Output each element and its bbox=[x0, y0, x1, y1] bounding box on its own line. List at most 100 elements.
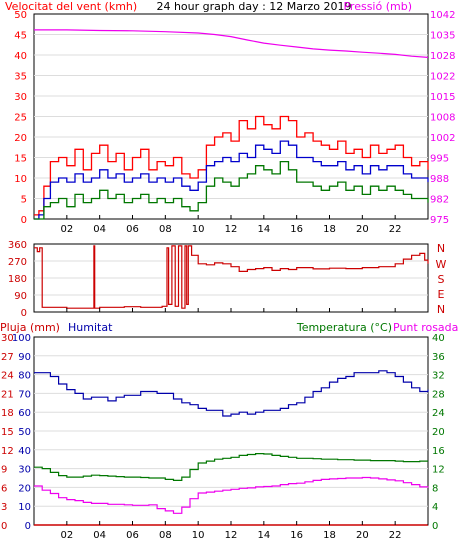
rain-tick-label: 0 bbox=[1, 521, 7, 532]
direction-tick-label: 0 bbox=[21, 308, 27, 319]
humidity-tick-label: 10 bbox=[18, 502, 31, 513]
direction-panel-axes: 0 90 180 270 360 bbox=[8, 240, 429, 319]
y-left-tick-label: 5 bbox=[21, 195, 27, 206]
x-tick-label: 08 bbox=[159, 530, 172, 541]
rain-tick-label: 15 bbox=[1, 427, 14, 438]
x-tick-label: 20 bbox=[356, 224, 369, 235]
x-tick-label: 22 bbox=[389, 224, 402, 235]
direction-tick-label: 270 bbox=[8, 257, 27, 268]
y-right-tick-label: 995 bbox=[430, 154, 449, 165]
graph-title: 24 hour graph day : 12 Marzo 2019 bbox=[156, 0, 351, 13]
direction-tick-label: 360 bbox=[8, 240, 27, 251]
rain-tick-label: 6 bbox=[1, 483, 7, 494]
temperature-panel-axes: 0369121518212427300102030405060708090100… bbox=[1, 333, 445, 541]
compass-letter-e: E bbox=[438, 288, 445, 301]
temperature-tick-label: 36 bbox=[432, 352, 445, 363]
rain-tick-label: 12 bbox=[1, 446, 14, 457]
x-tick-label: 02 bbox=[60, 530, 73, 541]
series-line-humidity bbox=[34, 370, 429, 417]
temperature-tick-label: 4 bbox=[432, 502, 438, 513]
humidity-tick-label: 50 bbox=[18, 427, 31, 438]
direction-tick-label: 180 bbox=[8, 274, 27, 285]
rain-tick-label: 18 bbox=[1, 408, 14, 419]
y-right-tick-label: 1008 bbox=[430, 113, 455, 124]
x-tick-label: 06 bbox=[126, 224, 139, 235]
compass-letter-w: W bbox=[436, 258, 447, 271]
y-right-tick-label: 1002 bbox=[430, 133, 455, 144]
y-right-tick-label: 1022 bbox=[430, 72, 455, 83]
humidity-tick-label: 0 bbox=[25, 521, 31, 532]
y-left-tick-label: 0 bbox=[21, 215, 27, 226]
pressure-axis-title: Pressió (mb) bbox=[343, 0, 412, 13]
humidity-tick-label: 20 bbox=[18, 483, 31, 494]
temperature-tick-label: 40 bbox=[432, 333, 445, 344]
temperature-tick-label: 16 bbox=[432, 446, 445, 457]
x-tick-label: 16 bbox=[290, 224, 303, 235]
direction-tick-label: 90 bbox=[14, 291, 27, 302]
series-line-pressure bbox=[34, 29, 429, 58]
direction-panel-marks bbox=[34, 245, 429, 309]
x-tick-label: 02 bbox=[60, 224, 73, 235]
y-right-tick-label: 1035 bbox=[430, 31, 455, 42]
wind-panel-marks bbox=[34, 29, 429, 220]
x-tick-label: 14 bbox=[257, 530, 270, 541]
x-tick-label: 10 bbox=[192, 224, 205, 235]
y-left-tick-label: 20 bbox=[14, 133, 27, 144]
temperature-panel-grid bbox=[34, 355, 428, 507]
wind-panel-axes: 0510152025303540455097598298899510021008… bbox=[14, 10, 455, 235]
x-tick-label: 04 bbox=[93, 530, 106, 541]
y-right-tick-label: 1042 bbox=[430, 10, 455, 21]
rain-tick-label: 30 bbox=[1, 333, 14, 344]
temperature-tick-label: 20 bbox=[432, 427, 445, 438]
x-tick-label: 22 bbox=[389, 530, 402, 541]
wind-axis-title: Velocitat del vent (kmh) bbox=[5, 0, 137, 13]
humidity-axis-title: Humitat bbox=[68, 321, 113, 334]
humidity-tick-label: 90 bbox=[18, 352, 31, 363]
series-line-low bbox=[34, 160, 429, 220]
y-right-tick-label: 975 bbox=[430, 215, 449, 226]
direction-panel-grid bbox=[34, 260, 428, 296]
x-tick-label: 18 bbox=[323, 224, 336, 235]
x-tick-label: 14 bbox=[257, 224, 270, 235]
x-tick-label: 08 bbox=[159, 224, 172, 235]
humidity-tick-label: 40 bbox=[18, 446, 31, 457]
compass-letter-n-bottom: N bbox=[437, 303, 445, 316]
humidity-tick-label: 70 bbox=[18, 389, 31, 400]
dewpoint-axis-title: Punt rosada bbox=[393, 321, 458, 334]
y-right-tick-label: 1015 bbox=[430, 92, 455, 103]
y-left-tick-label: 10 bbox=[14, 174, 27, 185]
humidity-tick-label: 30 bbox=[18, 465, 31, 476]
temperature-tick-label: 12 bbox=[432, 465, 445, 476]
compass-letter-n-top: N bbox=[437, 242, 445, 255]
rain-tick-label: 24 bbox=[1, 371, 14, 382]
temperature-tick-label: 8 bbox=[432, 483, 438, 494]
y-left-tick-label: 45 bbox=[14, 31, 27, 42]
y-right-tick-label: 988 bbox=[430, 174, 449, 185]
y-left-tick-label: 50 bbox=[14, 10, 27, 21]
y-right-tick-label: 1028 bbox=[430, 51, 455, 62]
series-line-dewpoint bbox=[34, 476, 429, 514]
temperature-tick-label: 28 bbox=[432, 389, 445, 400]
compass-letter-s: S bbox=[438, 273, 445, 286]
rain-tick-label: 21 bbox=[1, 389, 14, 400]
series-line-direction bbox=[34, 245, 429, 309]
x-tick-label: 10 bbox=[192, 530, 205, 541]
series-line-average bbox=[34, 140, 429, 220]
rain-tick-label: 9 bbox=[1, 465, 7, 476]
x-tick-label: 16 bbox=[290, 530, 303, 541]
y-left-tick-label: 40 bbox=[14, 51, 27, 62]
y-left-tick-label: 35 bbox=[14, 72, 27, 83]
series-line-gust bbox=[34, 115, 429, 216]
temperature-tick-label: 0 bbox=[432, 521, 438, 532]
rain-axis-title: Pluja (mm) bbox=[0, 321, 60, 334]
x-tick-label: 06 bbox=[126, 530, 139, 541]
x-tick-label: 04 bbox=[93, 224, 106, 235]
humidity-tick-label: 100 bbox=[12, 333, 31, 344]
temperature-tick-label: 32 bbox=[432, 371, 445, 382]
y-right-tick-label: 982 bbox=[430, 195, 449, 206]
rain-tick-label: 27 bbox=[1, 352, 14, 363]
humidity-tick-label: 60 bbox=[18, 408, 31, 419]
x-tick-label: 18 bbox=[323, 530, 336, 541]
series-line-temperature bbox=[34, 453, 428, 481]
